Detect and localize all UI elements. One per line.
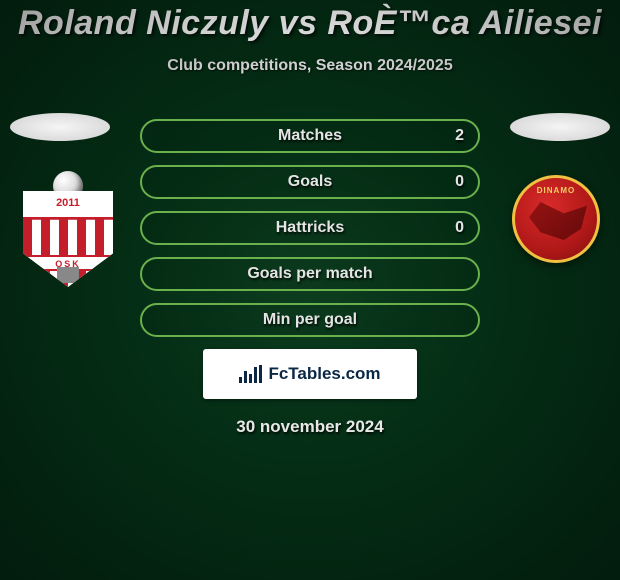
bar-chart-icon (239, 365, 262, 383)
team-logo-left: 2011 SEPSI OSK (18, 173, 118, 293)
stat-right-value: 0 (455, 219, 464, 237)
stat-row-min-per-goal: Min per goal (140, 303, 480, 337)
stat-label: Matches (278, 127, 342, 145)
team-left-year: 2011 (23, 197, 113, 209)
stat-row-hattricks: Hattricks 0 (140, 211, 480, 245)
player-photo-placeholder-right (510, 113, 610, 141)
page-subtitle: Club competitions, Season 2024/2025 (0, 57, 620, 75)
shield-icon: 2011 SEPSI OSK (18, 173, 118, 289)
team-logo-right (512, 175, 600, 263)
page-title: Roland Niczuly vs RoÈ™ca Ailiesei (0, 0, 620, 43)
attribution-text: FcTables.com (268, 364, 380, 384)
stat-row-goals: Goals 0 (140, 165, 480, 199)
stat-row-matches: Matches 2 (140, 119, 480, 153)
stat-rows: Matches 2 Goals 0 Hattricks 0 Goals per … (140, 119, 480, 337)
attribution-link[interactable]: FcTables.com (203, 349, 417, 399)
stat-right-value: 0 (455, 173, 464, 191)
stat-label: Hattricks (276, 219, 344, 237)
player-photo-placeholder-left (10, 113, 110, 141)
castle-icon (57, 267, 79, 283)
stat-right-value: 2 (455, 127, 464, 145)
disc-badge-icon (512, 175, 600, 263)
comparison-content: 2011 SEPSI OSK Matches 2 Goals 0 Hattric… (0, 119, 620, 437)
stat-label: Goals per match (247, 265, 372, 283)
stat-label: Min per goal (263, 311, 357, 329)
date-label: 30 november 2024 (0, 417, 620, 437)
stat-label: Goals (288, 173, 332, 191)
stat-row-goals-per-match: Goals per match (140, 257, 480, 291)
